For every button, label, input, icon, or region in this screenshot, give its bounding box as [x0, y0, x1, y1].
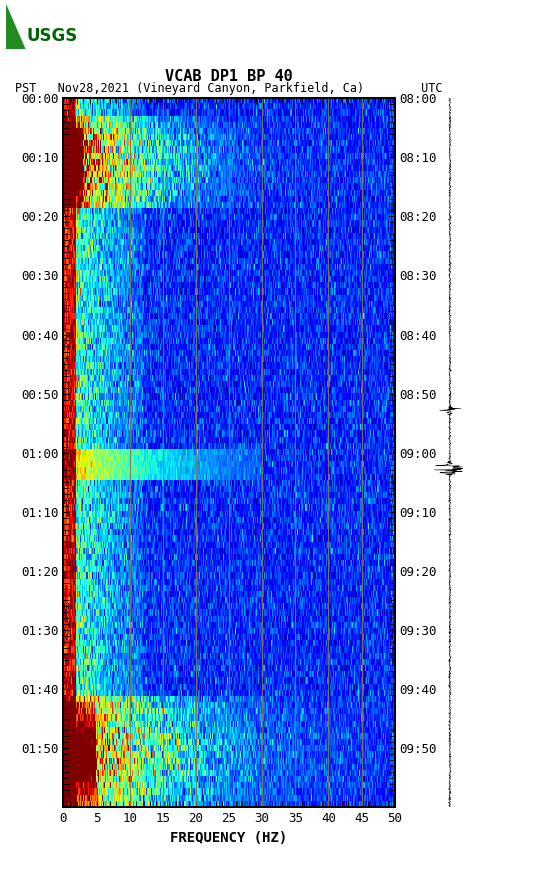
Polygon shape [6, 4, 25, 49]
Text: USGS: USGS [26, 27, 78, 45]
Text: VCAB DP1 BP 40: VCAB DP1 BP 40 [165, 69, 293, 84]
X-axis label: FREQUENCY (HZ): FREQUENCY (HZ) [171, 830, 288, 845]
Text: PST   Nov28,2021 (Vineyard Canyon, Parkfield, Ca)        UTC: PST Nov28,2021 (Vineyard Canyon, Parkfie… [15, 81, 443, 95]
